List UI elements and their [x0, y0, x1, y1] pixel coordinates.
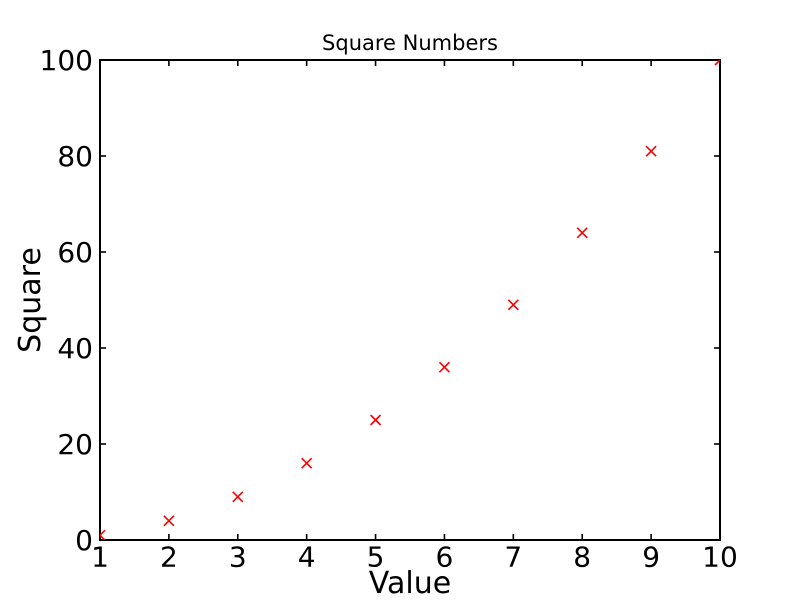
y-tick-label: 80	[57, 140, 93, 173]
scatter-series	[100, 60, 720, 540]
x-tick-label: 10	[702, 541, 738, 574]
chart-title: Square Numbers	[322, 31, 498, 55]
scatter-marker	[438, 361, 451, 373]
x-tick-label: 7	[504, 541, 522, 574]
x-tick-label: 3	[229, 541, 247, 574]
x-axis-label: Value	[368, 566, 452, 600]
scatter-marker	[369, 414, 382, 426]
scatter-marker	[576, 227, 588, 239]
y-tick-label: 60	[57, 236, 93, 269]
y-tick-label: 20	[57, 428, 93, 461]
axes-frame	[99, 59, 721, 541]
y-axis-label: Square	[13, 247, 48, 353]
x-tick-label: 8	[573, 541, 591, 574]
scatter-marker	[507, 299, 519, 311]
y-tick-label: 40	[57, 332, 93, 365]
x-tick-label: 1	[91, 541, 109, 574]
x-tick-label: 9	[642, 541, 660, 574]
y-tick-label: 100	[40, 44, 93, 77]
scatter-marker	[645, 145, 657, 157]
scatter-marker	[163, 515, 175, 527]
x-tick-label: 5	[367, 541, 385, 574]
scatter-marker	[714, 60, 720, 66]
scatter-marker	[301, 457, 313, 469]
x-tick-label: 6	[436, 541, 454, 574]
x-tick-label: 2	[160, 541, 178, 574]
y-tick-label: 0	[75, 524, 93, 557]
scatter-marker	[100, 529, 106, 540]
scatter-marker	[232, 491, 244, 503]
x-tick-label: 4	[298, 541, 316, 574]
